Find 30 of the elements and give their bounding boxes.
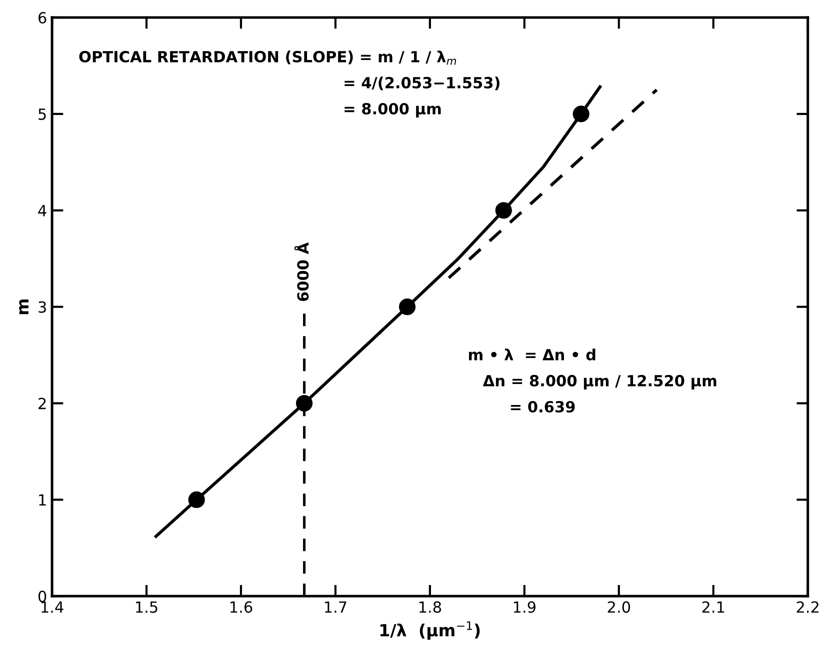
annotation: OPTICAL RETARDATION (SLOPE) = m / 1 / λ$_{m}$	[79, 50, 456, 65]
y-tick-label: 3	[38, 301, 46, 313]
annotation: = 8.000 μm	[344, 102, 441, 118]
annotation: m • λ = Δn • d	[468, 348, 596, 360]
annotation: = 0.639	[510, 400, 575, 413]
annotation: Δn = 8.000 μm / 12.520 μm	[482, 374, 716, 390]
x-tick-label: 2.0	[608, 601, 630, 613]
x-tick-label: 2.2	[796, 601, 818, 613]
y-tick-label: 4	[38, 205, 46, 216]
y-tick-label: 1	[39, 494, 46, 506]
point	[398, 298, 416, 316]
y-tick-label: 5	[38, 108, 46, 120]
x-tick-label: 1.6	[230, 601, 252, 613]
y-axis-title: m	[19, 299, 28, 314]
y-tick-label: 0	[38, 590, 46, 602]
x-tick-label: 1.4	[42, 601, 64, 613]
x-tick-label: 2.1	[702, 601, 724, 613]
x-tick-label: 1.9	[514, 601, 536, 613]
x-tick-label: 1.7	[324, 601, 346, 613]
point	[188, 491, 205, 508]
x-axis-title: 1/λ (μm$^{−1}$)	[380, 621, 480, 640]
annotation: = 4/(2.053−1.553)	[344, 76, 500, 90]
point	[572, 106, 590, 122]
point	[495, 202, 512, 219]
ref-line-label: 6000 Å	[294, 242, 309, 302]
y-tick-label: 6	[38, 12, 46, 24]
point	[296, 394, 313, 412]
y-tick-label: 2	[38, 398, 46, 410]
x-tick-label: 1.8	[419, 601, 442, 613]
x-tick-label: 1.5	[136, 601, 158, 613]
